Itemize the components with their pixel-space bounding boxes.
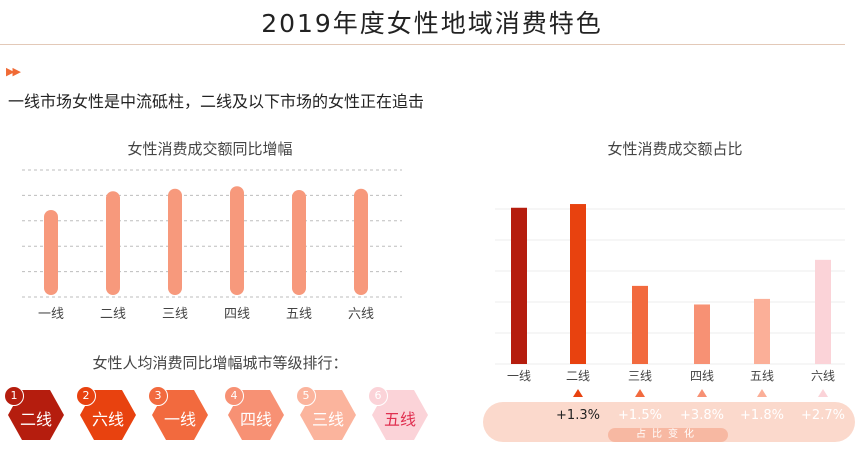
ranking-item-5: 三线 5 xyxy=(296,386,356,440)
ranking-title: 女性人均消费同比增幅城市等级排行： xyxy=(92,354,348,372)
growth-tick-label: 一线 xyxy=(38,307,64,322)
share-bar-3 xyxy=(632,285,648,364)
share-change-value: +2.7% xyxy=(801,408,845,423)
share-change-value: +1.5% xyxy=(618,408,662,423)
ranking-city-tier: 五线 xyxy=(383,410,416,429)
growth-bar-5 xyxy=(292,190,306,295)
ranking-city-tier: 四线 xyxy=(239,410,272,429)
share-change-value: +1.3% xyxy=(556,408,600,423)
ranking-item-6: 五线 6 xyxy=(368,386,428,440)
growth-bar-1 xyxy=(44,210,58,295)
title-divider xyxy=(0,44,845,45)
ranking-number: 2 xyxy=(76,386,96,406)
double-arrow-icon: ▶▶ xyxy=(6,65,21,78)
share-change-value: +1.8% xyxy=(740,408,784,423)
ranking-number: 1 xyxy=(4,386,24,406)
share-tick-label: 四线 xyxy=(690,369,714,383)
ranking-number: 4 xyxy=(224,386,244,406)
growth-bar-4 xyxy=(230,186,244,295)
share-change-value: +3.8% xyxy=(680,408,724,423)
ranking-item-3: 一线 3 xyxy=(148,386,208,440)
share-bar-1 xyxy=(511,207,527,364)
ranking-number: 6 xyxy=(368,386,388,406)
growth-bar-2 xyxy=(106,191,120,295)
share-tick-label: 六线 xyxy=(811,369,835,383)
growth-tick-label: 六线 xyxy=(348,307,374,322)
growth-tick-label: 四线 xyxy=(224,307,250,322)
growth-tick-label: 五线 xyxy=(286,307,312,322)
ranking-number: 5 xyxy=(296,386,316,406)
growth-tick-label: 三线 xyxy=(162,307,188,322)
growth-bar-6 xyxy=(354,188,368,295)
up-triangle-icon xyxy=(757,389,767,397)
ranking-city-tier: 二线 xyxy=(19,410,52,429)
growth-bar-3 xyxy=(168,188,182,295)
section-subtitle: 一线市场女性是中流砥柱，二线及以下市场的女性正在追击 xyxy=(8,92,425,111)
ranking-item-2: 六线 2 xyxy=(76,386,136,440)
share-change-label: 占比变化 xyxy=(608,428,728,442)
up-triangle-icon xyxy=(697,389,707,397)
growth-tick-label: 二线 xyxy=(100,307,126,322)
right-chart-title: 女性消费成交额占比 xyxy=(607,140,743,158)
share-tick-label: 一线 xyxy=(507,369,531,383)
share-tick-label: 五线 xyxy=(750,369,774,383)
ranking-number: 3 xyxy=(148,386,168,406)
ranking-city-tier: 三线 xyxy=(311,410,344,429)
share-bar-4 xyxy=(694,304,710,364)
ranking-city-tier: 六线 xyxy=(91,410,124,429)
share-bar-5 xyxy=(754,298,770,364)
share-tick-label: 三线 xyxy=(628,369,652,383)
ranking-item-1: 二线 1 xyxy=(4,386,64,440)
up-triangle-icon xyxy=(635,389,645,397)
up-triangle-icon xyxy=(573,389,583,397)
up-triangle-icon xyxy=(818,389,828,397)
share-bar-2 xyxy=(570,204,586,364)
left-chart-title: 女性消费成交额同比增幅 xyxy=(127,140,293,158)
share-bar-6 xyxy=(815,259,831,364)
ranking-city-tier: 一线 xyxy=(163,410,196,429)
page-title: 2019年度女性地域消费特色 xyxy=(261,9,603,38)
ranking-item-4: 四线 4 xyxy=(224,386,284,440)
share-tick-label: 二线 xyxy=(566,369,590,383)
